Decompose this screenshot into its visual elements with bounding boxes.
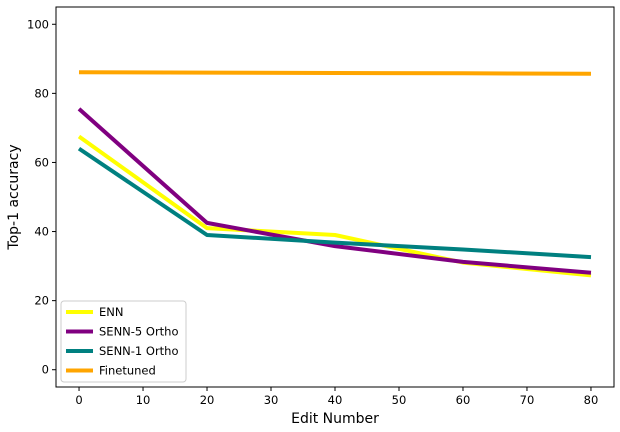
legend-entry: ENN bbox=[99, 305, 123, 319]
x-tick-label: 60 bbox=[456, 393, 471, 407]
y-tick-label: 60 bbox=[34, 155, 49, 169]
x-tick-label: 0 bbox=[75, 393, 82, 407]
y-axis-label: Top-1 accuracy bbox=[6, 144, 22, 250]
series-line-senn-5-ortho bbox=[77, 107, 592, 275]
series-line-finetuned bbox=[78, 70, 592, 76]
x-tick-label: 40 bbox=[328, 393, 343, 407]
series-lines bbox=[77, 70, 592, 278]
x-tick-label: 50 bbox=[392, 393, 407, 407]
legend: ENN SENN-5 Ortho SENN-1 Ortho Finetuned bbox=[60, 300, 187, 383]
y-tick-label: 20 bbox=[34, 294, 49, 308]
series-line-senn-1-ortho bbox=[77, 146, 592, 260]
x-axis-ticks: 0 10 20 30 40 50 60 70 80 bbox=[75, 387, 598, 407]
x-tick-label: 30 bbox=[264, 393, 279, 407]
legend-entry: SENN-5 Ortho bbox=[99, 325, 179, 339]
legend-entry: Finetuned bbox=[99, 364, 156, 378]
x-tick-label: 70 bbox=[520, 393, 535, 407]
legend-box bbox=[60, 300, 187, 383]
y-tick-label: 40 bbox=[34, 225, 49, 239]
legend-entry: SENN-1 Ortho bbox=[99, 344, 179, 358]
x-axis-label: Edit Number bbox=[291, 411, 379, 427]
y-tick-label: 80 bbox=[34, 86, 49, 100]
y-tick-label: 0 bbox=[42, 363, 49, 377]
y-tick-label: 100 bbox=[27, 17, 49, 31]
x-tick-label: 20 bbox=[200, 393, 215, 407]
y-axis-ticks: 0 20 40 60 80 100 bbox=[27, 17, 56, 377]
x-tick-label: 10 bbox=[136, 393, 151, 407]
x-tick-label: 80 bbox=[584, 393, 599, 407]
